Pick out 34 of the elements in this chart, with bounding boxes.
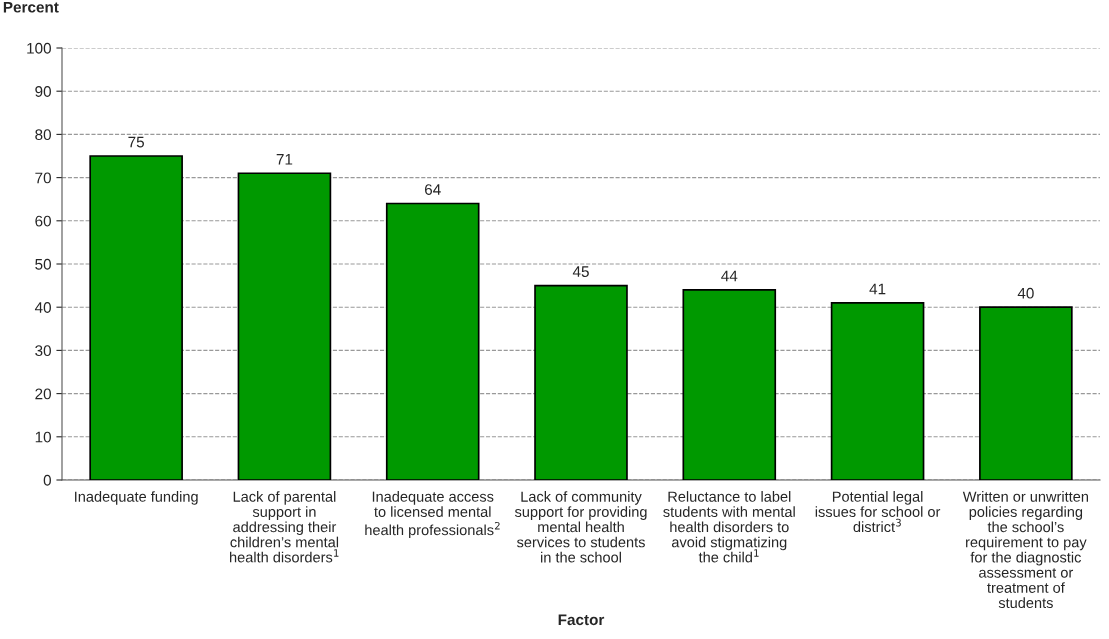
y-axis-title: Percent <box>3 1 59 13</box>
x-tick-label: Lack of parental support in addressing their children’s mental health disorders$^{1}$ <box>230 491 339 563</box>
data-label: 45 <box>572 266 589 278</box>
data-label: 44 <box>721 270 738 282</box>
y-tick-label: 80 <box>35 129 51 141</box>
data-label: 64 <box>424 184 441 195</box>
x-tick-label: Inadequate funding <box>75 491 198 505</box>
data-label: 75 <box>128 136 144 148</box>
y-tick-label: 100 <box>27 42 51 54</box>
x-tick-label: Written or unwritten policies regarding the school’s requirement to pay for the diagnostic assessment or treatment of students <box>962 491 1088 609</box>
y-tick-label: 20 <box>35 388 51 400</box>
y-tick-label: 50 <box>35 258 51 270</box>
x-axis-title: Factor <box>558 614 605 626</box>
data-label: 71 <box>276 154 293 165</box>
x-tick-label: Potential legal issues for school or district$^{3}$ <box>815 491 941 533</box>
y-tick-label: 10 <box>35 431 51 443</box>
y-tick-label: 0 <box>43 474 51 486</box>
y-tick-label: 60 <box>35 215 51 227</box>
bar <box>385 202 480 480</box>
bar <box>534 284 628 480</box>
bar <box>682 289 777 480</box>
y-tick-label: 70 <box>35 172 51 184</box>
data-label: 40 <box>1017 287 1034 299</box>
x-tick-label: Reluctance to label students with mental health disorders to avoid stigmatizing the child$^{1}$ <box>663 491 795 563</box>
data-label: 41 <box>869 283 886 295</box>
bar <box>237 172 332 480</box>
bar <box>830 302 925 480</box>
y-tick-label: 40 <box>34 302 51 313</box>
y-tick-label: 90 <box>35 86 51 97</box>
bar <box>979 306 1073 480</box>
x-tick-label: Lack of community support for providing mental health services to students in the school <box>514 491 647 563</box>
y-tick-label: 30 <box>35 345 51 357</box>
x-tick-label: Inadequate access to licensed mental health professionals$^{2}$ <box>365 491 500 539</box>
bar <box>89 155 183 480</box>
